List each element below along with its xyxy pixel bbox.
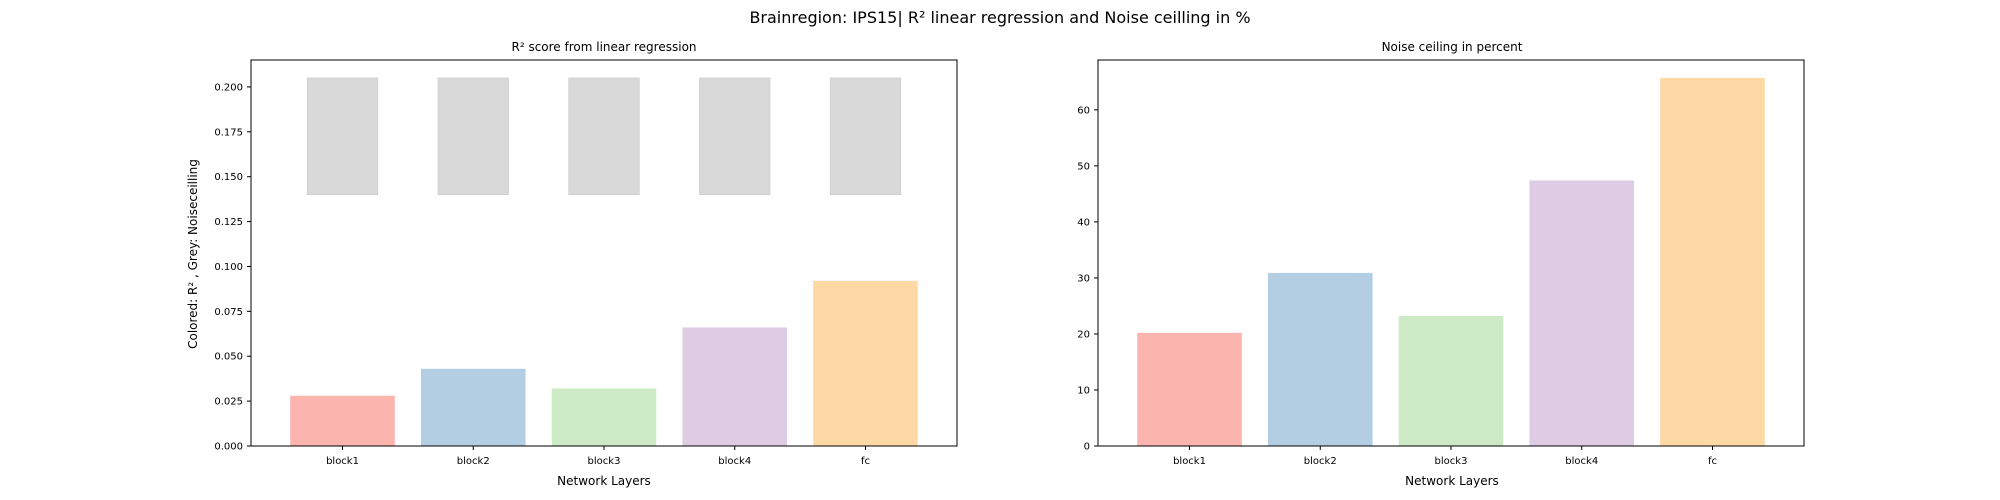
right-bar-block2 [1267,272,1373,446]
figure-suptitle: Brainregion: IPS15| R² linear regression… [749,8,1250,27]
left-bar-fc [813,280,918,446]
right-x-axis-label: Network Layers [1405,474,1499,488]
left-x-tick-label: block2 [457,456,490,467]
left-noise-ceiling-bar-block1 [306,77,379,195]
right-y-tick-label: 0 [1084,442,1090,453]
right-bar-fc [1660,77,1765,446]
left-noise-ceiling-bar-block2 [437,77,509,195]
right-x-tick-label: block3 [1435,456,1468,467]
left-y-axis-label: Colored: R² , Grey: Noiseceilling [186,159,200,349]
left-plot-area: 0.000 0.025 0.050 0.075 0.100 0.125 0.150 0.175… [214,59,958,467]
right-bar-block1 [1137,332,1242,446]
left-bar-block4 [682,327,788,446]
left-x-tick-label: block4 [718,456,751,467]
left-x-axis-label: Network Layers [557,474,651,488]
left-y-tick-label: 0.025 [214,397,243,408]
right-y-tick-label: 30 [1077,273,1090,284]
right-x-tick-label: block1 [1173,456,1206,467]
right-bar-block3 [1398,316,1504,446]
left-bar-block1 [290,395,395,446]
right-y-tick-label: 60 [1077,105,1090,116]
left-noise-ceiling-bar-fc [829,77,902,195]
right-y-tick-label: 50 [1077,161,1090,172]
left-noise-ceiling-bar-block3 [568,77,640,195]
left-x-tick-label: block1 [326,456,359,467]
right-plot-area: 0 10 20 30 40 50 60 block1 block2 block3 block4 fc [1077,59,1805,467]
right-bar-block4 [1529,180,1635,446]
left-y-tick-label: 0.000 [214,442,243,453]
left-y-tick-label: 0.125 [214,217,243,228]
left-x-tick-label: fc [861,456,870,467]
left-chart-title: R² score from linear regression [511,40,696,54]
left-bar-block3 [551,388,657,446]
left-y-tick-label: 0.150 [214,172,243,183]
left-noise-ceiling-bar-block4 [699,77,771,195]
left-y-tick-label: 0.075 [214,307,243,318]
left-y-tick-label: 0.100 [214,262,243,273]
right-y-tick-label: 40 [1077,217,1090,228]
right-x-tick-label: block4 [1565,456,1598,467]
left-y-tick-label: 0.175 [214,127,243,138]
left-y-tick-label: 0.200 [214,82,243,93]
left-y-tick-label: 0.050 [214,352,243,363]
right-x-tick-label: block2 [1304,456,1337,467]
right-y-tick-label: 10 [1077,385,1090,396]
right-chart-title: Noise ceiling in percent [1382,40,1523,54]
left-chart: R² score from linear regression 0.0000.0… [186,40,958,488]
left-x-tick-label: block3 [588,456,621,467]
right-chart: Noise ceiling in percent 0 10 20 30 40 50 60 bl… [1077,40,1805,488]
right-x-tick-label: fc [1708,456,1717,467]
right-y-tick-label: 20 [1077,329,1090,340]
left-bar-block2 [420,368,526,446]
